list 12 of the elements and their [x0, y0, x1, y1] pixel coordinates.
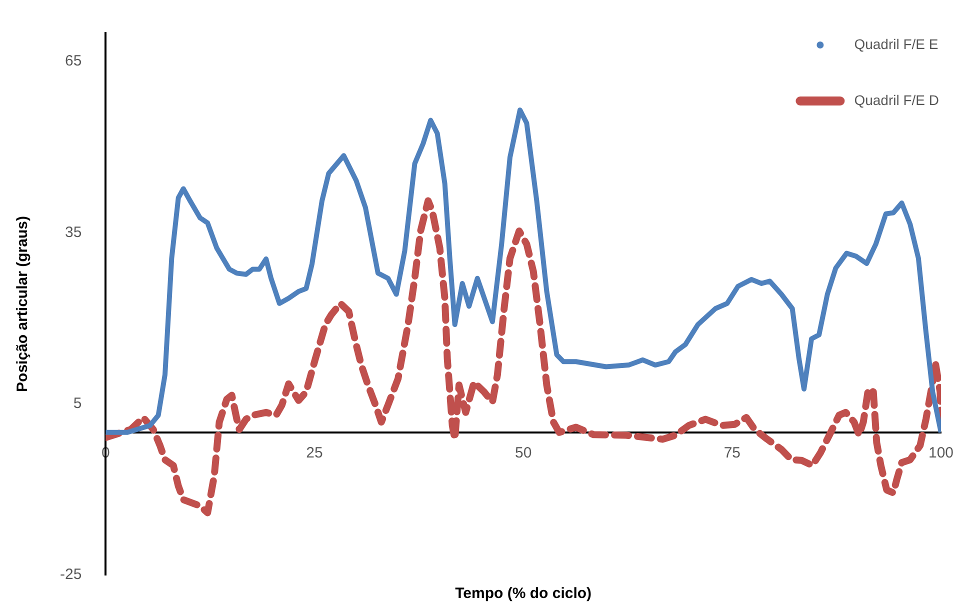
x-axis-title: Tempo (% do ciclo) [455, 585, 592, 602]
y-tick-label: 5 [73, 394, 82, 412]
y-tick-label: 65 [64, 52, 82, 70]
legend-label: Quadril F/E E [854, 36, 938, 52]
y-axis-title: Posição articular (graus) [14, 216, 32, 392]
legend-label: Quadril F/E D [854, 92, 940, 108]
x-tick-label: 50 [514, 444, 532, 462]
x-tick-label: 25 [306, 444, 323, 462]
y-tick-label: -25 [60, 566, 82, 584]
x-tick-label: 100 [928, 444, 954, 462]
y-tick-label: 35 [64, 224, 82, 241]
x-tick-label: 75 [724, 444, 741, 462]
